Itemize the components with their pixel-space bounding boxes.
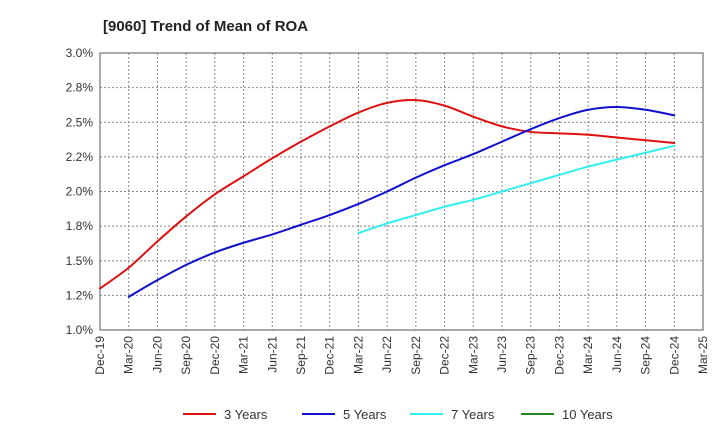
x-tick-label: Dec-20 [208, 336, 222, 375]
y-tick-label: 2.0% [66, 185, 94, 199]
x-tick-label: Sep-24 [639, 336, 653, 375]
legend-label-5-years: 5 Years [343, 407, 387, 422]
x-tick-label: Dec-24 [667, 336, 681, 375]
series-line-3-years [99, 98, 676, 290]
x-tick-label: Dec-21 [323, 336, 337, 375]
y-tick-label: 2.2% [66, 150, 94, 164]
x-tick-label: Mar-23 [466, 336, 480, 374]
y-tick-label: 1.2% [66, 288, 94, 302]
x-tick-label: Jun-20 [150, 336, 164, 373]
x-tick-label: Mar-22 [351, 336, 365, 374]
grid-layer [100, 53, 703, 330]
x-tick-label: Dec-19 [93, 336, 107, 375]
x-tick-label: Mar-24 [581, 336, 595, 374]
series-layer [99, 98, 676, 298]
series-line-7-years [357, 144, 676, 235]
x-tick-label: Sep-21 [294, 336, 308, 375]
x-tick-label: Sep-23 [524, 336, 538, 375]
chart-title: [9060] Trend of Mean of ROA [103, 18, 308, 35]
x-tick-label: Dec-22 [438, 336, 452, 375]
x-tick-label: Jun-23 [495, 336, 509, 373]
axis-layer: 1.0% 1.2% 1.5% 1.8% 2.0% 2.2% 2.5% 2.8% 3.0% Dec-… [66, 46, 710, 375]
y-tick-label: 1.0% [66, 323, 94, 337]
series-line-5-years [127, 106, 676, 298]
legend-label-10-years: 10 Years [562, 407, 613, 422]
y-tick-label: 3.0% [66, 46, 94, 60]
y-tick-label: 2.8% [66, 81, 94, 95]
legend: 3 Years 5 Years 7 Years 10 Years [183, 407, 613, 422]
y-tick-label: 1.8% [66, 219, 94, 233]
x-tick-label: Jun-24 [610, 336, 624, 373]
x-tick-label: Mar-20 [122, 336, 136, 374]
y-tick-label: 1.5% [66, 254, 94, 268]
legend-label-7-years: 7 Years [451, 407, 495, 422]
legend-label-3-years: 3 Years [224, 407, 268, 422]
x-tick-label: Sep-22 [409, 336, 423, 375]
x-tick-label: Jun-22 [380, 336, 394, 373]
x-tick-label: Jun-21 [265, 336, 279, 373]
x-tick-label: Sep-20 [179, 336, 193, 375]
plot-frame [99, 52, 704, 331]
x-tick-label: Mar-21 [237, 336, 251, 374]
x-tick-label: Dec-23 [552, 336, 566, 375]
x-tick-label: Mar-25 [696, 336, 710, 374]
y-tick-label: 2.5% [66, 115, 94, 129]
